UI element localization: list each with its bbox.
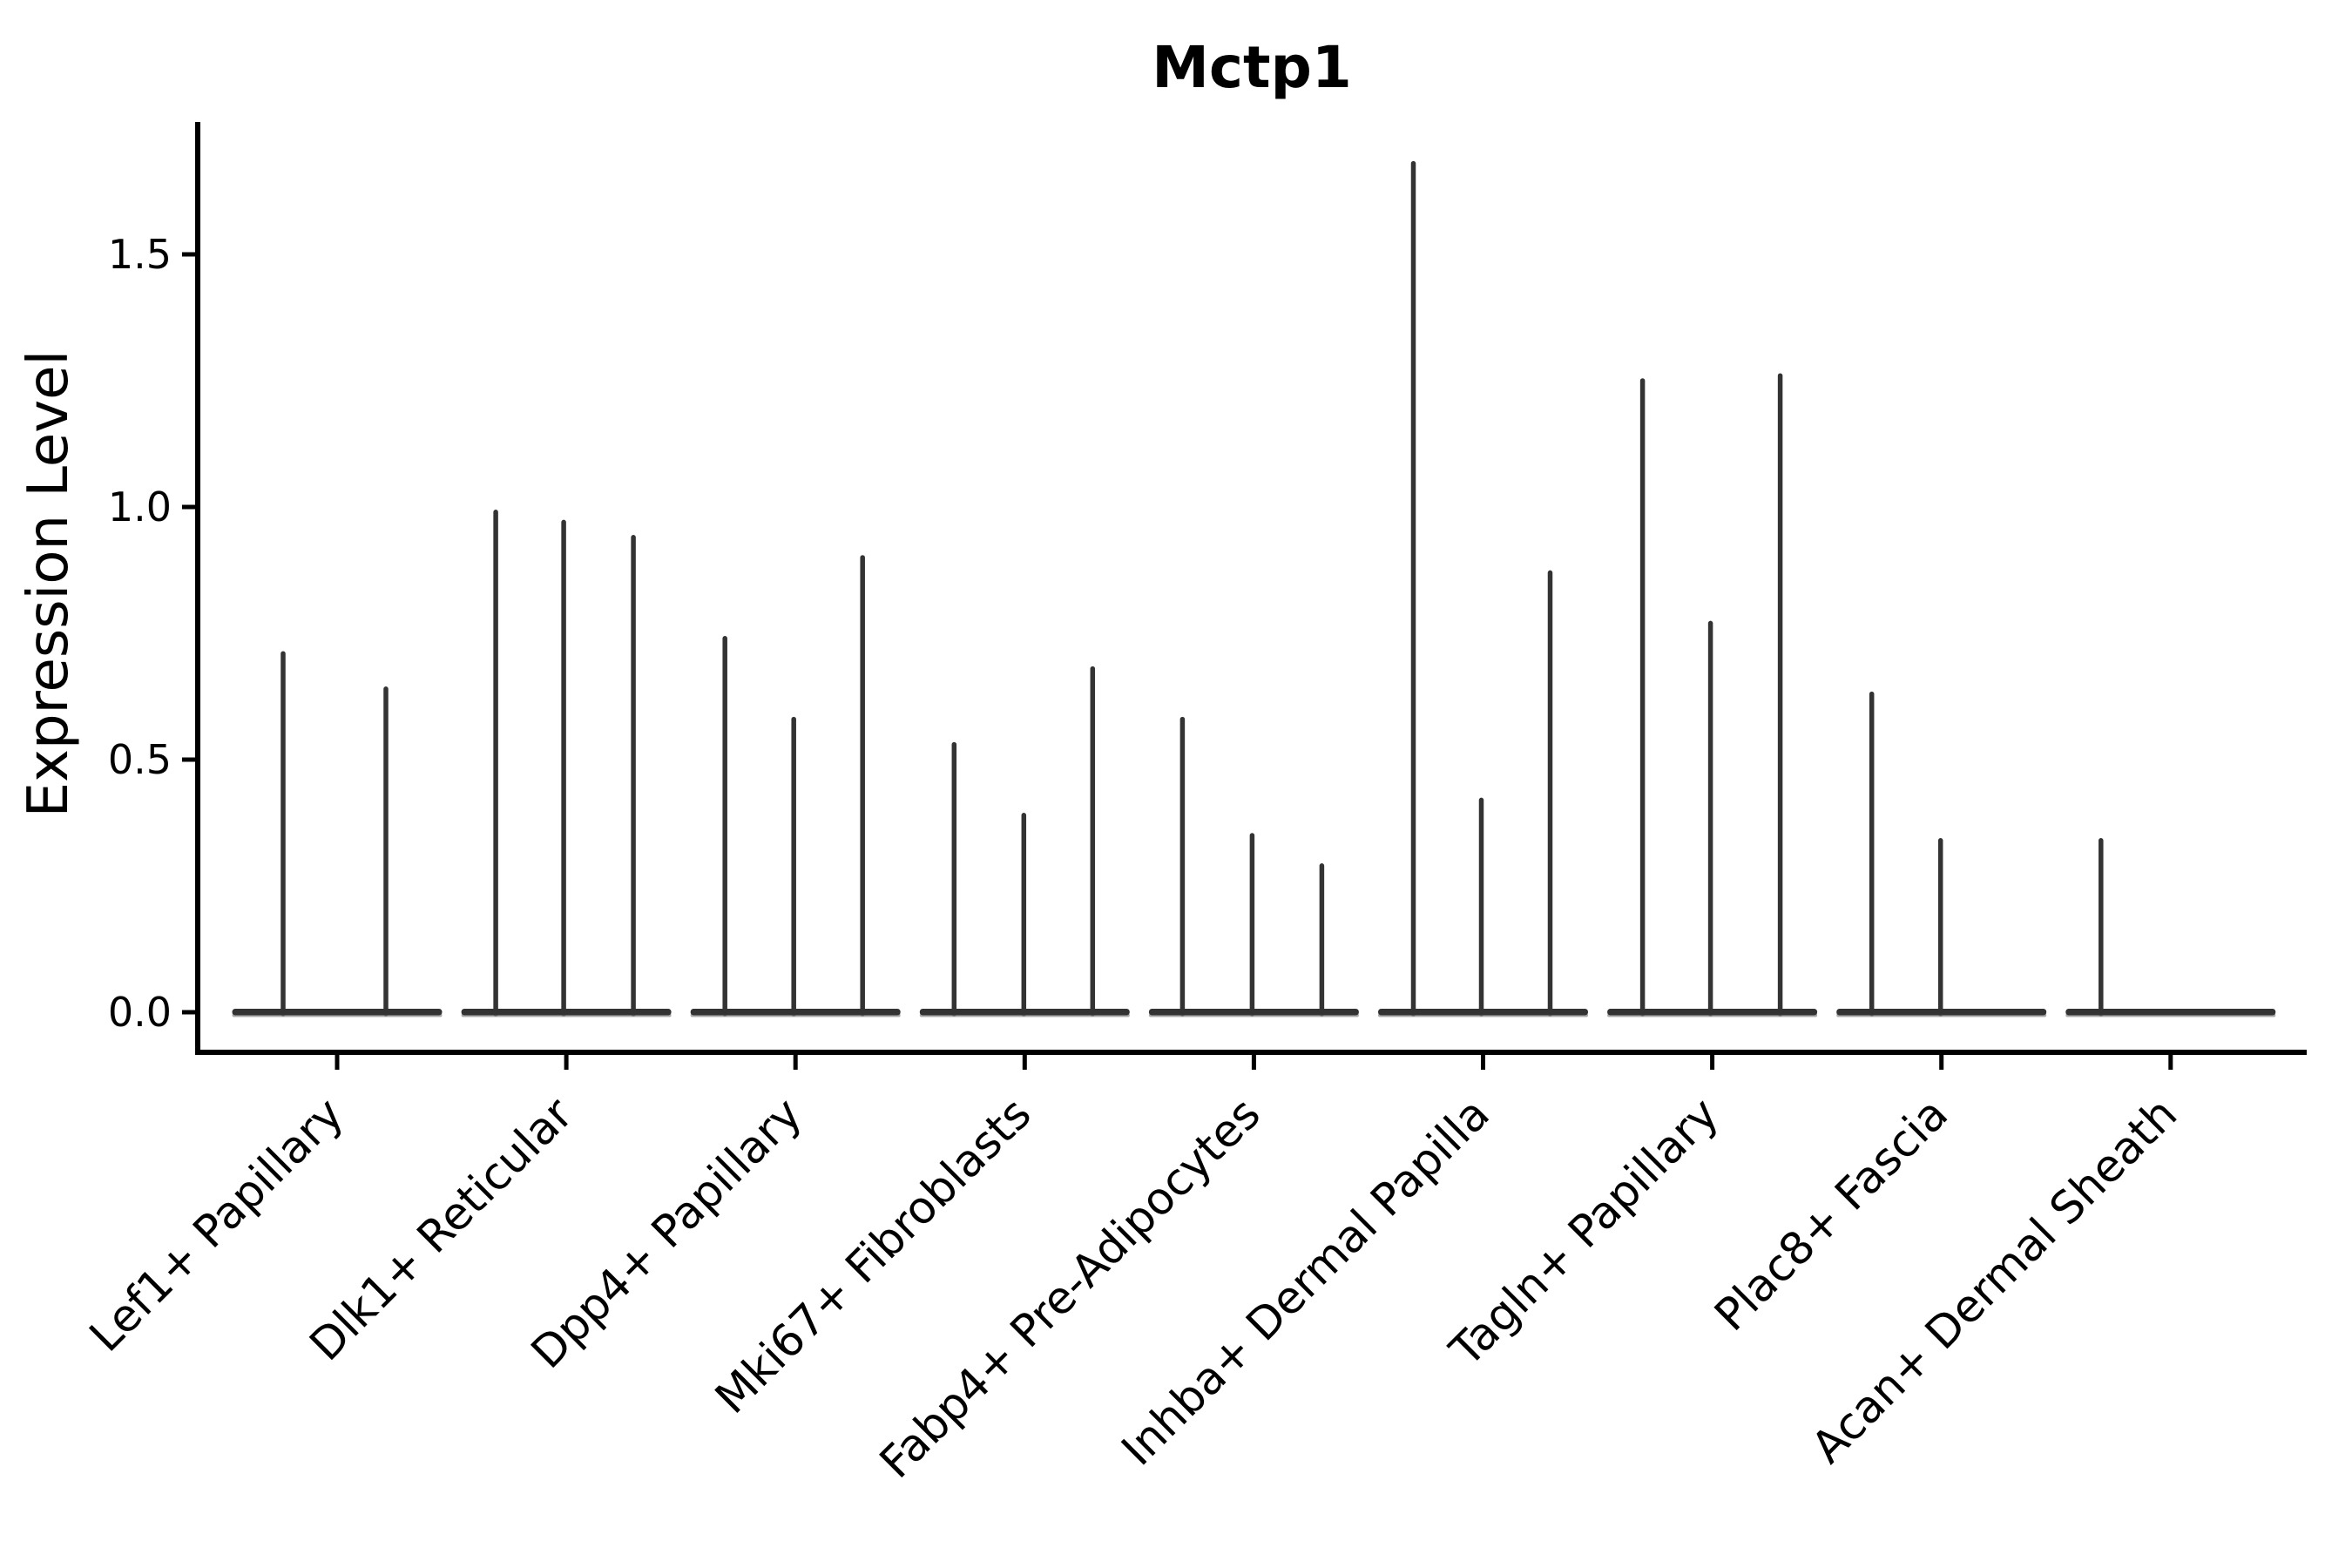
violin-body [919,1009,1130,1016]
axes [195,122,2307,1055]
violin-group [690,555,901,1017]
x-tick-label: Acan+ Dermal Sheath [1802,1088,2187,1473]
violin-group [1148,716,1359,1017]
x-tick-label: Lef1+ Papillary [80,1088,354,1362]
y-tick-label: 1.5 [108,231,172,278]
violin-group [2065,838,2276,1017]
violins [232,160,2276,1017]
violin-body [1148,1009,1359,1016]
violin-body [461,1009,672,1016]
violin-group [1378,160,1588,1017]
violin-group [461,510,672,1017]
violin-group [232,651,443,1017]
violin-group [919,666,1130,1017]
x-tick-label: Inhba+ Dermal Papilla [1112,1088,1500,1476]
violin-body [1607,1009,1818,1016]
y-tick-label: 0.5 [108,736,172,783]
x-tick-label: Plac8+ Fascia [1706,1088,1958,1341]
violin-body [232,1009,443,1016]
violin-body [2065,1009,2276,1016]
violin-body [1836,1009,2047,1016]
violin-body [690,1009,901,1016]
x-tick-label: Fabp4+ Pre-Adipocytes [870,1088,1270,1488]
y-tick-label: 0.0 [108,989,172,1036]
y-axis-ticks: 0.0 0.5 1.0 1.5 [108,231,198,1036]
plot-title: Mctp1 [1152,34,1352,101]
violin-body [1378,1009,1588,1016]
violin-group [1836,691,2047,1017]
y-tick-label: 1.0 [108,483,172,531]
y-axis-label: Expression Level [17,350,81,818]
violin-group [1607,373,1818,1017]
